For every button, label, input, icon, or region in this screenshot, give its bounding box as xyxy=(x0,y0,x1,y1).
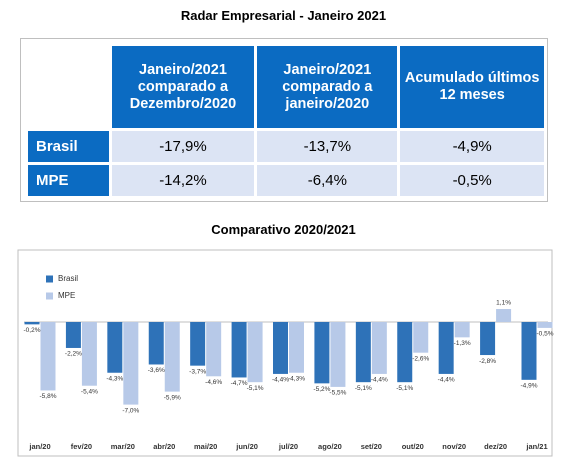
legend-swatch xyxy=(46,292,53,300)
value-label: -3,6% xyxy=(148,367,165,374)
x-tick-label: jul/20 xyxy=(278,442,298,451)
value-label: -5,1% xyxy=(247,385,264,392)
value-label: -4,7% xyxy=(231,380,248,387)
x-tick-label: jun/20 xyxy=(235,442,258,451)
value-label: -0,5% xyxy=(537,331,554,338)
bar xyxy=(273,322,288,374)
value-label: -5,2% xyxy=(313,386,330,393)
x-tick-label: mai/20 xyxy=(194,442,217,451)
bar xyxy=(289,322,304,373)
row-label: MPE xyxy=(28,165,109,196)
value-label: -1,3% xyxy=(454,340,471,347)
value-label: -4,3% xyxy=(288,375,305,382)
bar xyxy=(107,322,123,373)
bar xyxy=(521,322,537,380)
value-label: -2,6% xyxy=(412,355,429,362)
bar xyxy=(65,322,81,348)
bar xyxy=(496,309,512,322)
cell: -0,5% xyxy=(400,165,544,196)
legend-swatch xyxy=(46,275,53,283)
cell: -6,4% xyxy=(257,165,398,196)
bar xyxy=(81,322,97,386)
x-tick-label: dez/20 xyxy=(484,442,507,451)
bar xyxy=(247,322,263,383)
column-header: Janeiro/2021 comparado a janeiro/2020 xyxy=(257,46,398,128)
legend-label: MPE xyxy=(58,291,75,300)
value-label: -4,4% xyxy=(272,377,289,384)
value-label: -0,2% xyxy=(24,327,41,334)
value-label: -7,0% xyxy=(122,407,139,414)
bar xyxy=(355,322,371,383)
bar xyxy=(231,322,247,378)
row-label: Brasil xyxy=(28,131,109,162)
value-label: -5,1% xyxy=(355,385,372,392)
column-header: Acumulado últimos 12 meses xyxy=(400,46,544,128)
x-tick-label: jan/20 xyxy=(28,442,50,451)
bar xyxy=(164,322,180,392)
value-label: -4,4% xyxy=(371,377,388,384)
bar xyxy=(397,322,413,383)
x-tick-label: out/20 xyxy=(402,442,424,451)
bar xyxy=(330,322,346,387)
x-tick-label: fev/20 xyxy=(71,442,92,451)
bar xyxy=(206,322,222,377)
value-label: -2,8% xyxy=(479,358,496,365)
value-label: -5,5% xyxy=(329,390,346,397)
bar xyxy=(537,322,553,328)
bar xyxy=(148,322,164,365)
value-label: -5,1% xyxy=(396,385,413,392)
value-label: -4,4% xyxy=(438,377,455,384)
cell: -4,9% xyxy=(400,131,544,162)
chart-frame xyxy=(17,249,553,457)
bar xyxy=(24,322,40,325)
value-label: 1,1% xyxy=(496,300,511,307)
bar xyxy=(190,322,206,366)
cell: -17,9% xyxy=(111,131,255,162)
x-tick-label: set/20 xyxy=(361,442,382,451)
chart-title: Comparativo 2020/2021 xyxy=(211,222,356,237)
bar xyxy=(438,322,454,374)
value-label: -4,6% xyxy=(205,379,222,386)
x-tick-label: ago/20 xyxy=(318,442,342,451)
cell: -13,7% xyxy=(257,131,398,162)
value-label: -4,9% xyxy=(521,383,538,390)
bar xyxy=(371,322,387,374)
x-tick-label: mar/20 xyxy=(111,442,135,451)
bar xyxy=(40,322,56,391)
page-title: Radar Empresarial - Janeiro 2021 xyxy=(180,8,387,23)
value-label: -4,3% xyxy=(106,375,123,382)
value-label: -2,2% xyxy=(65,351,82,358)
bar xyxy=(123,322,139,405)
bar xyxy=(454,322,470,338)
value-label: -3,7% xyxy=(189,368,206,375)
legend-label: Brasil xyxy=(58,274,78,283)
value-label: -5,9% xyxy=(164,394,181,401)
column-header: Janeiro/2021 comparado a Dezembro/2020 xyxy=(111,46,255,128)
value-label: -5,4% xyxy=(81,388,98,395)
bar xyxy=(314,322,330,384)
table: Janeiro/2021 comparado a Dezembro/2020 J… xyxy=(25,43,547,199)
bar xyxy=(480,322,496,356)
table-frame: Janeiro/2021 comparado a Dezembro/2020 J… xyxy=(20,38,548,202)
x-tick-label: jan/21 xyxy=(525,442,547,451)
cell: -14,2% xyxy=(111,165,255,196)
x-tick-label: abr/20 xyxy=(153,442,175,451)
bar xyxy=(413,322,429,353)
value-label: -5,8% xyxy=(40,393,57,400)
x-tick-label: nov/20 xyxy=(442,442,466,451)
